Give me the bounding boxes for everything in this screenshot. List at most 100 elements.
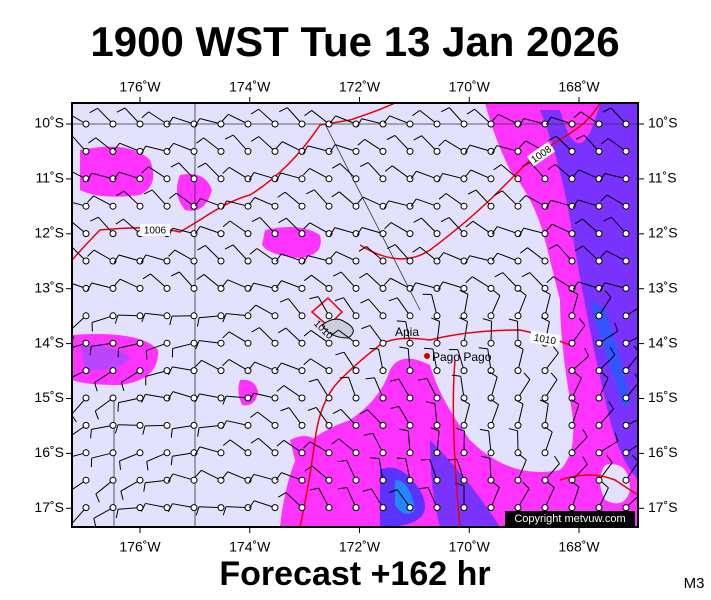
barb-feather xyxy=(113,142,120,151)
barb-staff xyxy=(625,495,638,508)
barb-feather xyxy=(142,425,146,435)
barb-feather xyxy=(63,135,71,139)
barb-feather xyxy=(89,107,98,114)
barb-staff xyxy=(258,108,276,125)
barb-feather xyxy=(430,427,440,432)
barb-staff xyxy=(72,342,87,349)
barb-staff xyxy=(364,138,384,152)
barb-feather xyxy=(508,318,518,322)
station xyxy=(163,312,171,320)
barb-staff xyxy=(148,111,168,125)
station xyxy=(109,367,117,375)
barb-feather xyxy=(94,382,98,392)
station xyxy=(271,230,279,238)
station xyxy=(406,120,414,128)
barb-feather xyxy=(459,317,468,322)
barb-staff xyxy=(432,348,438,371)
barb-feather xyxy=(167,143,174,151)
station xyxy=(622,476,630,484)
barb-staff xyxy=(544,352,559,371)
station xyxy=(622,257,630,265)
barb-staff xyxy=(361,118,384,125)
lat-label: 14˚S xyxy=(34,334,64,350)
barb-feather xyxy=(521,272,530,278)
barb-feather xyxy=(447,458,457,461)
barb-staff xyxy=(334,227,357,235)
station xyxy=(298,284,306,292)
barb-feather xyxy=(388,489,398,494)
isobar xyxy=(299,329,571,527)
barb-staff xyxy=(472,220,492,235)
barb-feather xyxy=(358,246,367,252)
barb-feather xyxy=(574,371,582,379)
barb-feather xyxy=(356,227,363,236)
barb-staff xyxy=(72,424,87,436)
barb-feather xyxy=(545,116,552,125)
barb-feather xyxy=(146,461,149,471)
station xyxy=(325,367,333,375)
barb-feather xyxy=(114,424,119,434)
barb-feather xyxy=(387,244,396,250)
barb-staff xyxy=(95,479,114,495)
barb-feather xyxy=(365,377,375,380)
barb-staff xyxy=(199,393,222,399)
station xyxy=(622,120,630,128)
barb-feather xyxy=(197,162,206,168)
station xyxy=(541,175,549,183)
station xyxy=(325,394,333,402)
barb-feather xyxy=(644,407,646,416)
station xyxy=(298,230,306,238)
barb-staff xyxy=(444,139,465,152)
barb-feather xyxy=(306,189,315,195)
station xyxy=(136,175,144,183)
barb-staff xyxy=(361,227,384,235)
station xyxy=(379,449,387,457)
barb-feather xyxy=(222,439,231,446)
barb-staff xyxy=(475,189,492,207)
station xyxy=(622,284,630,292)
barb-staff xyxy=(226,200,249,207)
barb-feather xyxy=(248,500,255,509)
barb-staff xyxy=(340,271,357,289)
barb-feather xyxy=(396,457,406,460)
barb-staff xyxy=(469,255,492,262)
station xyxy=(298,476,306,484)
barb-feather xyxy=(275,253,282,262)
station xyxy=(514,367,522,375)
barb-feather xyxy=(194,198,201,207)
lat-label: 12˚S xyxy=(34,225,64,241)
station xyxy=(352,284,360,292)
barb-staff xyxy=(527,247,546,262)
barb-staff xyxy=(199,424,222,429)
barb-feather xyxy=(571,399,580,405)
barb-staff xyxy=(199,446,222,454)
barb-staff xyxy=(117,424,141,426)
barb-staff xyxy=(283,385,303,399)
barb-feather xyxy=(523,372,531,380)
barb-feather xyxy=(330,329,339,336)
station xyxy=(109,175,117,183)
barb-staff xyxy=(429,459,438,481)
station xyxy=(541,257,549,265)
station xyxy=(82,230,90,238)
barb-feather xyxy=(603,216,612,222)
barb-staff xyxy=(172,366,195,372)
barb-feather xyxy=(89,346,92,356)
station xyxy=(298,367,306,375)
barb-feather xyxy=(370,457,380,460)
barb-staff xyxy=(367,409,384,426)
station xyxy=(109,476,117,484)
barb-feather xyxy=(114,314,119,324)
barb-feather xyxy=(307,406,317,411)
barb-feather xyxy=(522,161,531,167)
station xyxy=(406,504,414,512)
station xyxy=(136,312,144,320)
barb-feather xyxy=(168,366,173,376)
barb-staff xyxy=(571,355,589,371)
barb-staff xyxy=(470,169,492,180)
place-label: Pago Pago xyxy=(432,350,492,364)
barb-staff xyxy=(474,108,492,125)
barb-staff xyxy=(340,409,357,426)
barb-feather xyxy=(465,276,473,284)
station xyxy=(595,367,603,375)
